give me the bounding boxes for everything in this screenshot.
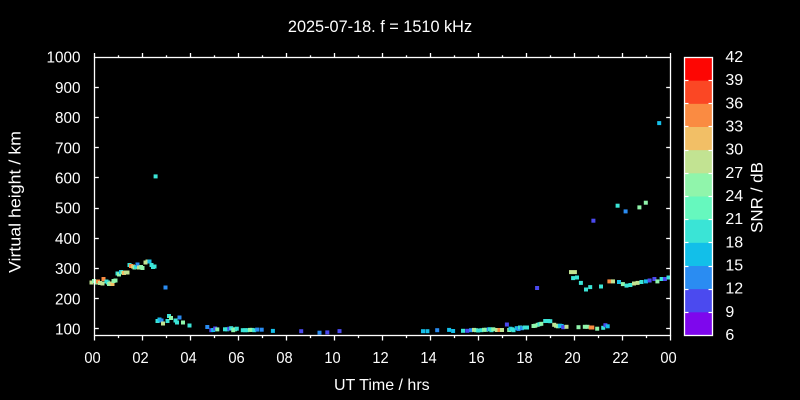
- svg-text:15: 15: [725, 258, 743, 275]
- svg-text:900: 900: [55, 80, 81, 97]
- svg-text:Virtual height / km: Virtual height / km: [6, 131, 25, 273]
- svg-text:33: 33: [725, 119, 743, 136]
- svg-text:UT Time / hrs: UT Time / hrs: [334, 377, 430, 394]
- svg-text:2025-07-18. f = 1510 kHz: 2025-07-18. f = 1510 kHz: [288, 18, 472, 36]
- svg-text:500: 500: [55, 201, 81, 218]
- svg-text:600: 600: [55, 171, 81, 188]
- svg-text:200: 200: [55, 291, 81, 308]
- svg-text:800: 800: [55, 110, 81, 127]
- svg-text:SNR / dB: SNR / dB: [748, 162, 767, 233]
- svg-text:14: 14: [420, 350, 436, 367]
- svg-text:16: 16: [468, 350, 484, 367]
- svg-text:30: 30: [725, 142, 743, 159]
- svg-text:08: 08: [276, 350, 292, 367]
- svg-text:18: 18: [725, 234, 743, 251]
- svg-text:10: 10: [324, 350, 340, 367]
- svg-text:9: 9: [725, 304, 734, 321]
- svg-text:00: 00: [660, 350, 676, 367]
- svg-text:06: 06: [228, 350, 244, 367]
- svg-text:24: 24: [725, 188, 743, 205]
- svg-text:02: 02: [132, 350, 148, 367]
- svg-text:1000: 1000: [47, 50, 81, 67]
- svg-text:300: 300: [55, 261, 81, 278]
- svg-text:36: 36: [725, 95, 743, 112]
- svg-text:18: 18: [516, 350, 532, 367]
- svg-text:21: 21: [725, 211, 743, 228]
- svg-text:100: 100: [55, 322, 81, 339]
- svg-text:04: 04: [180, 350, 196, 367]
- svg-text:6: 6: [725, 327, 734, 344]
- svg-text:39: 39: [725, 72, 743, 89]
- svg-text:700: 700: [55, 140, 81, 157]
- svg-text:20: 20: [564, 350, 580, 367]
- svg-text:27: 27: [725, 165, 743, 182]
- svg-text:400: 400: [55, 231, 81, 248]
- svg-text:12: 12: [372, 350, 388, 367]
- svg-text:42: 42: [725, 49, 743, 66]
- svg-text:00: 00: [84, 350, 100, 367]
- svg-text:22: 22: [612, 350, 628, 367]
- svg-text:12: 12: [725, 281, 743, 298]
